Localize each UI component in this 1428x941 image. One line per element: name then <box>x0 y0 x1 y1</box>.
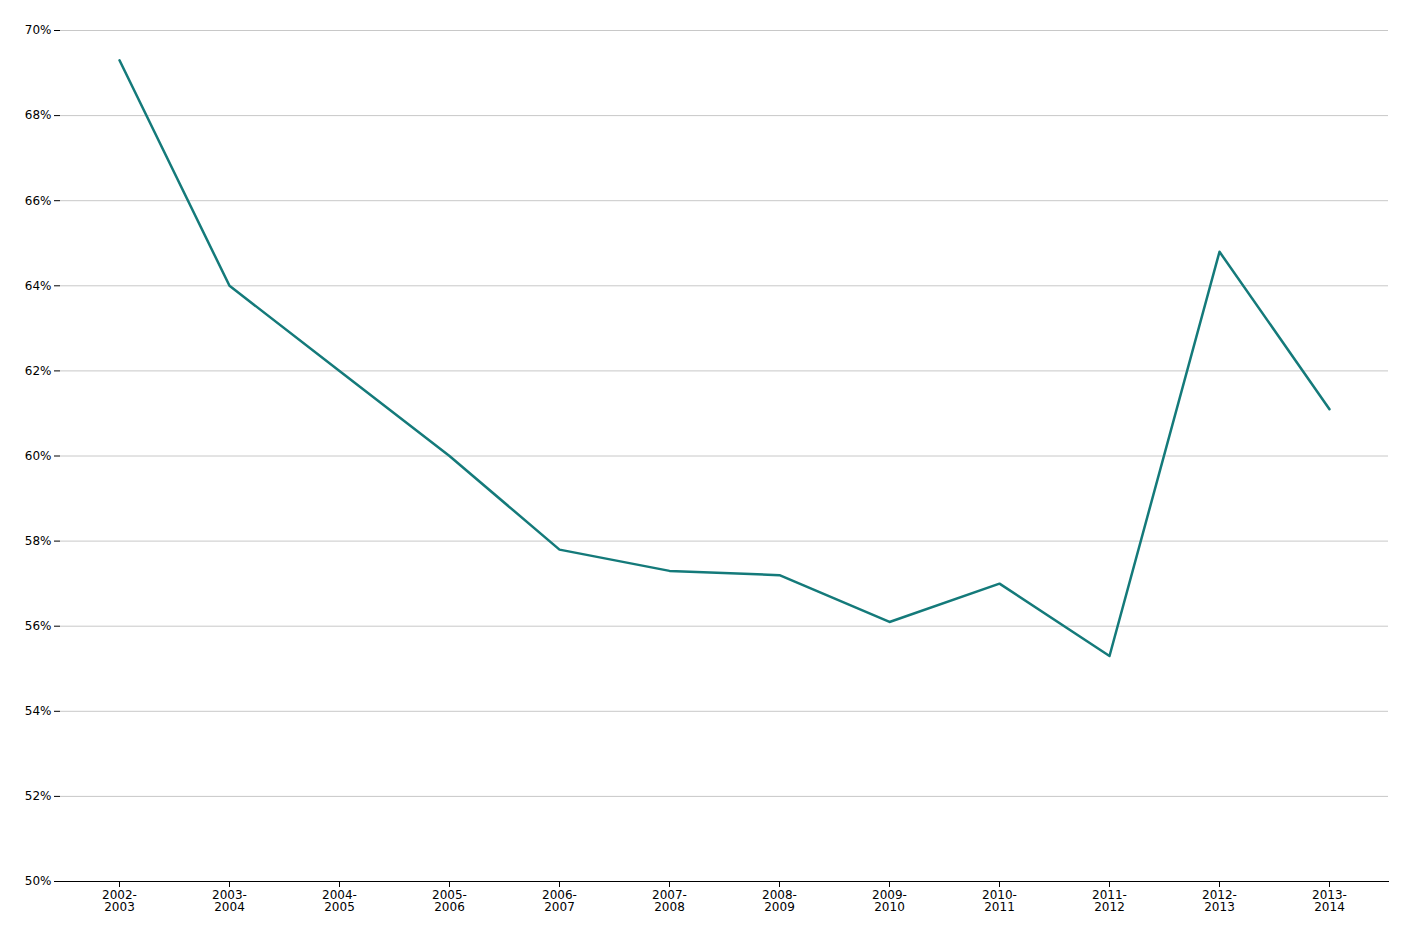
svg-text:2003-2004: 2003-2004 <box>212 888 247 914</box>
svg-text:64%: 64% <box>25 279 52 293</box>
svg-text:2013-2014: 2013-2014 <box>1312 888 1347 914</box>
svg-text:2011-2012: 2011-2012 <box>1092 888 1127 914</box>
svg-text:2008-2009: 2008-2009 <box>762 888 797 914</box>
svg-text:2005-2006: 2005-2006 <box>432 888 467 914</box>
svg-text:2009-2010: 2009-2010 <box>872 888 907 914</box>
svg-text:56%: 56% <box>25 619 52 633</box>
svg-text:54%: 54% <box>25 704 52 718</box>
svg-text:2004-2005: 2004-2005 <box>322 888 357 914</box>
svg-text:62%: 62% <box>25 364 52 378</box>
svg-text:2006-2007: 2006-2007 <box>542 888 577 914</box>
svg-text:2010-2011: 2010-2011 <box>982 888 1017 914</box>
svg-text:60%: 60% <box>25 449 52 463</box>
svg-text:52%: 52% <box>25 789 52 803</box>
svg-text:66%: 66% <box>25 194 52 208</box>
svg-text:2007-2008: 2007-2008 <box>652 888 687 914</box>
svg-text:50%: 50% <box>25 874 52 888</box>
svg-text:58%: 58% <box>25 534 52 548</box>
svg-text:2002-2003: 2002-2003 <box>102 888 137 914</box>
svg-text:2012-2013: 2012-2013 <box>1202 888 1237 914</box>
svg-text:68%: 68% <box>25 108 52 122</box>
svg-text:70%: 70% <box>25 23 52 37</box>
